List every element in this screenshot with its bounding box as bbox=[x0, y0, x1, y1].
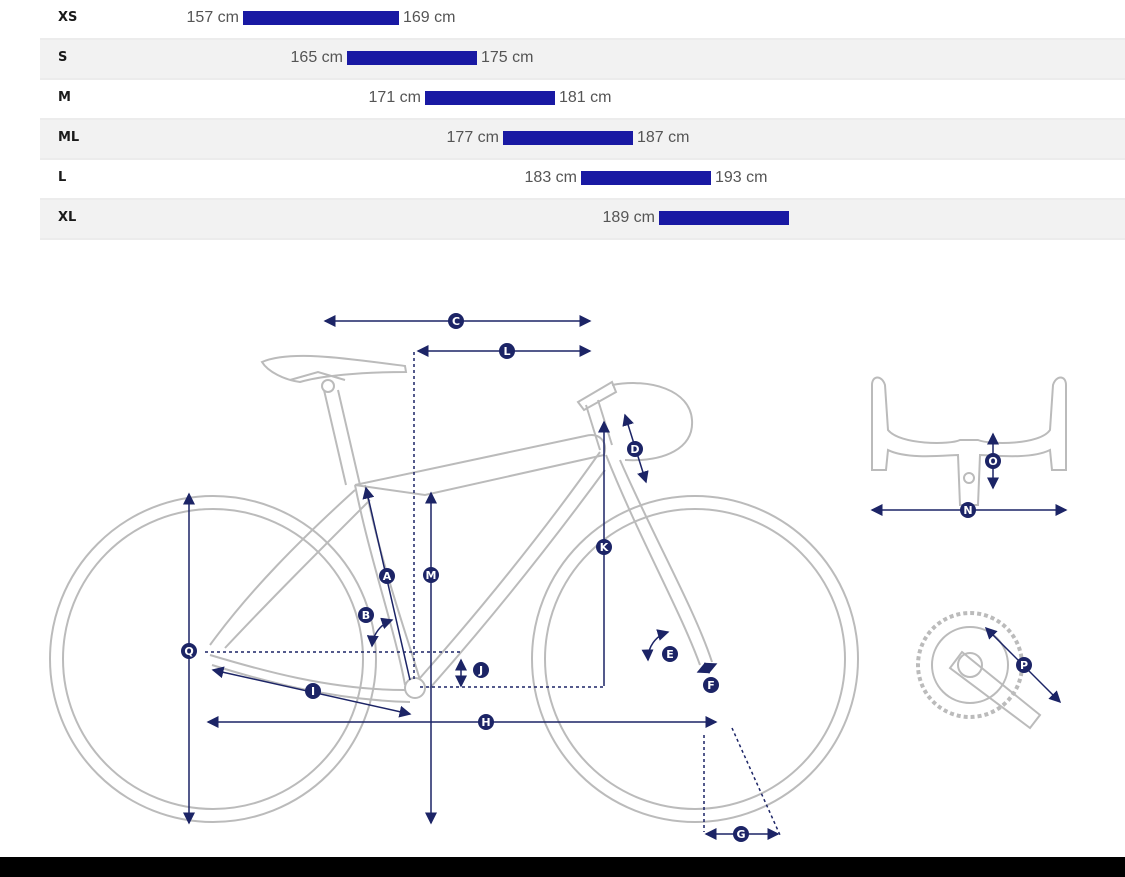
marker-M: M bbox=[423, 567, 439, 583]
marker-G: G bbox=[733, 826, 749, 842]
height-max-label: 175 cm bbox=[481, 49, 534, 66]
front-wheel-inner bbox=[544, 508, 846, 810]
marker-A: A bbox=[379, 568, 395, 584]
stem bbox=[576, 380, 618, 412]
height-range-bar bbox=[243, 11, 399, 25]
height-min-label: 183 cm bbox=[524, 169, 577, 186]
size-label: M bbox=[58, 90, 71, 105]
saddle-rails bbox=[289, 370, 346, 381]
marker-J: J bbox=[473, 662, 489, 678]
svg-text:P: P bbox=[1020, 659, 1028, 672]
marker-H: H bbox=[478, 714, 494, 730]
svg-text:E: E bbox=[666, 648, 674, 661]
stem-bolt bbox=[963, 472, 975, 484]
height-max-label: 187 cm bbox=[637, 129, 690, 146]
size-label: XS bbox=[58, 10, 78, 25]
svg-text:L: L bbox=[503, 345, 510, 358]
rear-wheel-inner bbox=[62, 508, 364, 810]
size-row-m: M 171 cm 181 cm bbox=[40, 80, 1125, 120]
front-wheel-outer bbox=[531, 495, 859, 823]
marker-E: E bbox=[662, 646, 678, 662]
marker-C: C bbox=[448, 313, 464, 329]
height-max-label: 169 cm bbox=[403, 9, 456, 26]
marker-B: B bbox=[358, 607, 374, 623]
size-label: XL bbox=[58, 210, 77, 225]
height-range-bar bbox=[425, 91, 555, 105]
dim-B bbox=[366, 617, 394, 648]
marker-O: O bbox=[985, 453, 1001, 469]
svg-text:K: K bbox=[600, 541, 609, 554]
height-range-bar bbox=[581, 171, 711, 185]
svg-text:G: G bbox=[736, 828, 745, 841]
marker-I: I bbox=[305, 683, 321, 699]
size-label: ML bbox=[58, 130, 80, 145]
size-row-l: L 183 cm 193 cm bbox=[40, 160, 1125, 200]
measurement-lines bbox=[183, 315, 1068, 840]
down-tube bbox=[419, 451, 606, 689]
top-tube bbox=[354, 434, 606, 497]
size-row-ml: ML 177 cm 187 cm bbox=[40, 120, 1125, 160]
saddle bbox=[260, 354, 408, 384]
svg-text:I: I bbox=[311, 685, 315, 698]
svg-text:F: F bbox=[707, 679, 715, 692]
height-min-label: 157 cm bbox=[186, 9, 239, 26]
svg-text:O: O bbox=[988, 455, 997, 468]
svg-text:B: B bbox=[362, 609, 370, 622]
seat-stay bbox=[209, 489, 371, 649]
marker-F: F bbox=[703, 677, 719, 693]
svg-text:M: M bbox=[426, 569, 437, 582]
marker-N: N bbox=[960, 502, 976, 518]
marker-P: P bbox=[1016, 657, 1032, 673]
size-row-xs: XS 157 cm 169 cm bbox=[40, 0, 1125, 40]
height-range-bar bbox=[659, 211, 789, 225]
svg-text:D: D bbox=[630, 443, 639, 456]
svg-text:C: C bbox=[452, 315, 460, 328]
handlebar-front-view bbox=[871, 376, 1067, 506]
height-range-bar bbox=[503, 131, 633, 145]
bike-geometry-diagram: A B C D E F G H I J K L M N O P Q bbox=[49, 313, 1068, 842]
svg-text:Q: Q bbox=[184, 645, 193, 658]
chainring-hub bbox=[957, 652, 983, 678]
rear-wheel-outer bbox=[49, 495, 377, 823]
dim-G-trail bbox=[731, 727, 781, 836]
fork bbox=[605, 454, 713, 666]
size-row-xl: XL 189 cm bbox=[40, 200, 1125, 240]
handlebar bbox=[611, 382, 694, 462]
bike-frame bbox=[49, 354, 1067, 823]
marker-Q: Q bbox=[181, 643, 197, 659]
seat-clamp bbox=[321, 379, 335, 393]
height-min-label: 177 cm bbox=[446, 129, 499, 146]
marker-L: L bbox=[499, 343, 515, 359]
dim-E bbox=[641, 629, 670, 662]
height-max-label: 181 cm bbox=[559, 89, 612, 106]
marker-K: K bbox=[596, 539, 612, 555]
chainring-outer bbox=[916, 611, 1024, 719]
size-label: L bbox=[58, 170, 67, 185]
dim-A bbox=[362, 486, 411, 681]
svg-text:H: H bbox=[481, 716, 490, 729]
height-max-label: 193 cm bbox=[715, 169, 768, 186]
height-range-bar bbox=[347, 51, 477, 65]
marker-D: D bbox=[627, 441, 643, 457]
dimension-markers: A B C D E F G H I J K L M N O P Q bbox=[181, 313, 1032, 842]
bottom-bracket bbox=[404, 677, 426, 699]
svg-text:J: J bbox=[478, 664, 483, 677]
footer-bar bbox=[0, 857, 1125, 877]
height-min-label: 189 cm bbox=[602, 209, 655, 226]
svg-text:A: A bbox=[383, 570, 392, 583]
height-min-label: 165 cm bbox=[290, 49, 343, 66]
size-row-s: S 165 cm 175 cm bbox=[40, 40, 1125, 80]
size-label: S bbox=[58, 50, 68, 65]
size-chart: XS 157 cm 169 cm S 165 cm 175 cm M 171 cm 181 cm… bbox=[40, 0, 1125, 240]
seat-post bbox=[323, 389, 361, 486]
dim-F bbox=[696, 662, 718, 674]
height-min-label: 171 cm bbox=[368, 89, 421, 106]
svg-text:N: N bbox=[963, 504, 972, 517]
